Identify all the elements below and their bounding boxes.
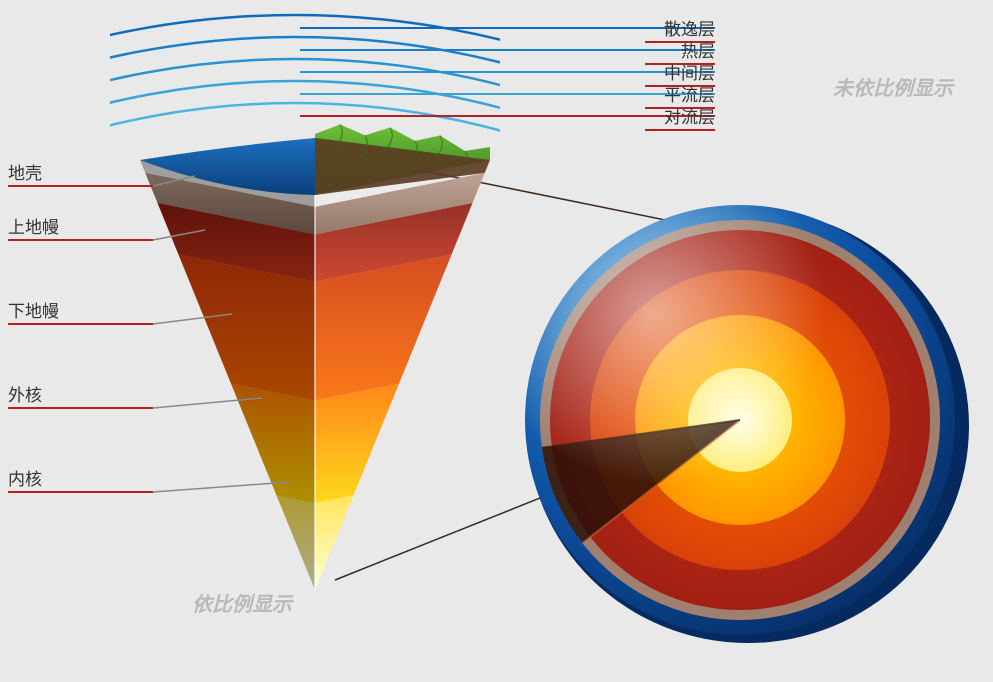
earth-label-outer_core: 外核 [8,386,42,406]
note-to-scale: 依比例显示 [192,588,292,617]
atm-label-thermosphere: 热层 [681,42,715,62]
earth-label-inner_core: 内核 [8,470,42,490]
atm-label-troposphere: 对流层 [664,108,715,128]
earth-leader-inner_core [153,482,290,492]
note-not-to-scale: 未依比例显示 [833,72,953,101]
earth-label-crust: 地壳 [8,164,42,184]
earth-label-lower_mantle: 下地幔 [8,302,59,322]
earth-structure-diagram [0,0,993,682]
wedge-cutaway [140,124,490,590]
atm-label-exosphere: 散逸层 [664,20,715,40]
atm-label-mesosphere: 中间层 [664,64,715,84]
sphere-cutaway [525,205,969,643]
earth-label-upper_mantle: 上地幔 [8,218,59,238]
atm-label-stratosphere: 平流层 [664,86,715,106]
